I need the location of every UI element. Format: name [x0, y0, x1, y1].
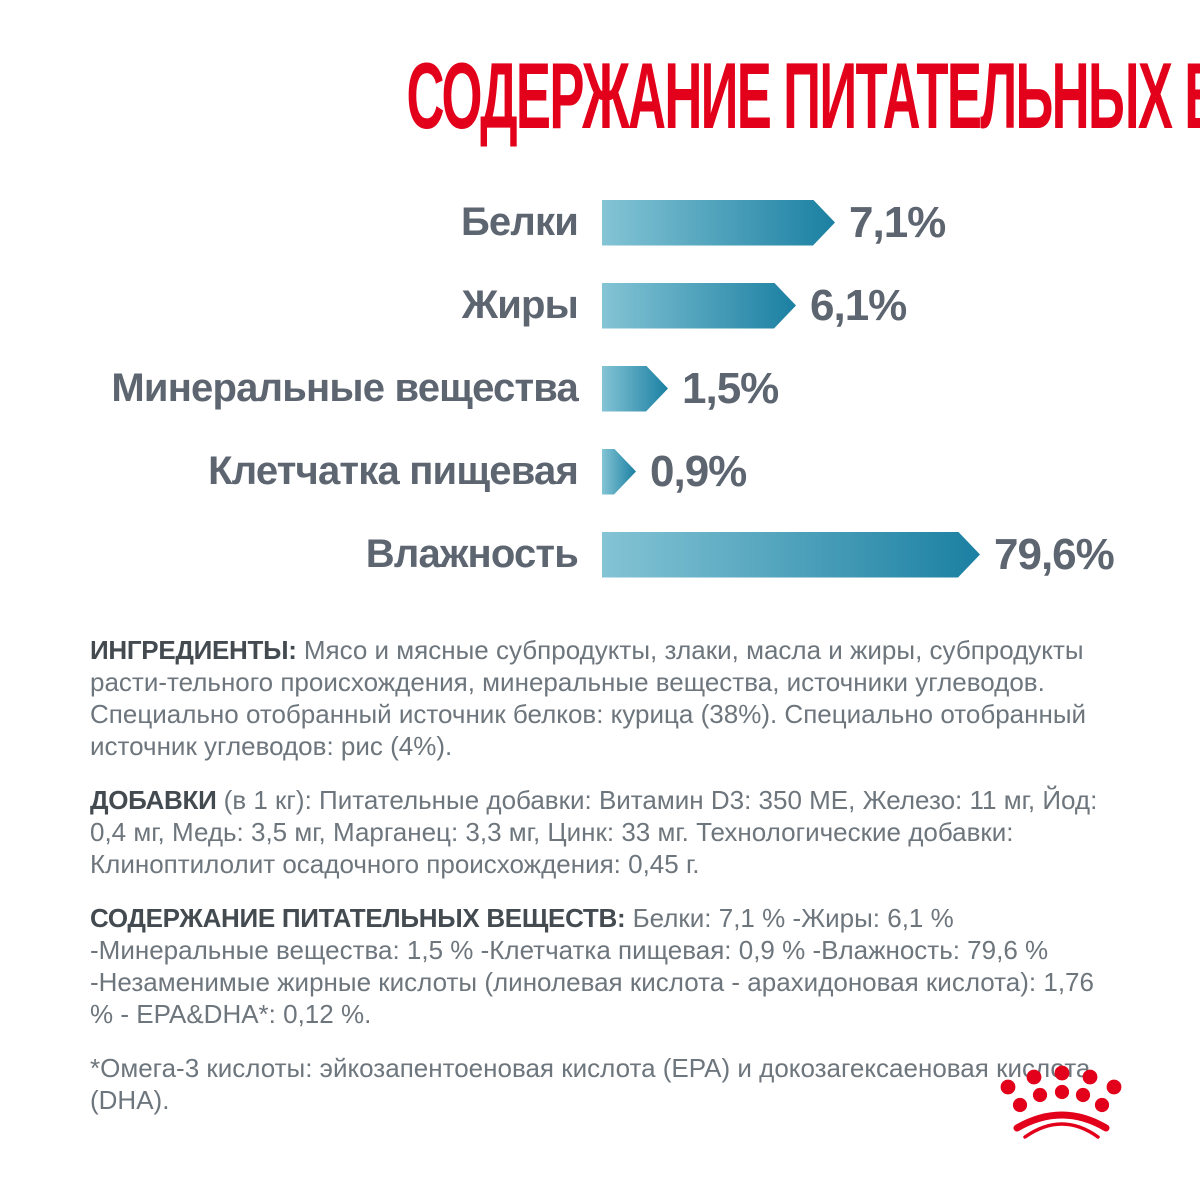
section-text: Мясо и мясные субпродукты, злаки, масла … [90, 635, 1087, 761]
section-paragraph: *Омега-3 кислоты: эйкозапентоеновая кисл… [90, 1052, 1116, 1116]
section-text: *Омега-3 кислоты: эйкозапентоеновая кисл… [90, 1053, 1091, 1115]
bar-shape [602, 531, 980, 578]
nutrition-bar-chart: Белки 7,1% Жиры 6,1% Минеральные вещества 1,5… [0, 181, 1200, 596]
bar-row: Клетчатка пищевая 0,9% [0, 430, 1200, 513]
page-title-text: СОДЕРЖАНИЕ ПИТАТЕЛЬНЫХ ВЕЩЕСТВ [406, 43, 1200, 148]
bar-row: Минеральные вещества 1,5% [0, 347, 1200, 430]
section-paragraph: СОДЕРЖАНИЕ ПИТАТЕЛЬНЫХ ВЕЩЕСТВ: Белки: 7… [90, 902, 1116, 1030]
bar-label: Клетчатка пищевая [208, 449, 579, 493]
royal-canin-crown-icon [1000, 1065, 1122, 1139]
bar-label: Влажность [365, 532, 579, 576]
bar-shape [602, 365, 668, 412]
page-title: СОДЕРЖАНИЕ ПИТАТЕЛЬНЫХ ВЕЩЕСТВ [0, 48, 1200, 144]
section-label: ИНГРЕДИЕНТЫ: [90, 635, 297, 665]
bar-value: 7,1% [849, 197, 946, 247]
bar-label: Белки [460, 200, 579, 244]
section-text: (в 1 кг): Питательные добавки: Витамин D… [90, 785, 1098, 879]
bar-row: Белки 7,1% [0, 181, 1200, 264]
bar-value: 0,9% [650, 446, 747, 496]
info-text-sections: ИНГРЕДИЕНТЫ: Мясо и мясные субпродукты, … [90, 634, 1116, 1138]
bar-shape [602, 199, 835, 246]
bar-label: Жиры [461, 283, 579, 327]
bar-label: Минеральные вещества [111, 366, 578, 410]
bar-value: 6,1% [810, 280, 907, 330]
bar-row: Влажность 79,6% [0, 513, 1200, 596]
section-text: Белки: 7,1 % -Жиры: 6,1 % -Минеральные в… [90, 903, 1094, 1029]
section-label: ДОБАВКИ [90, 785, 217, 815]
section-paragraph: ДОБАВКИ (в 1 кг): Питательные добавки: В… [90, 784, 1116, 880]
bar-shape [602, 448, 636, 495]
bar-value: 79,6% [994, 529, 1115, 579]
bar-value: 1,5% [682, 363, 779, 413]
bar-shape [602, 282, 796, 329]
section-label: СОДЕРЖАНИЕ ПИТАТЕЛЬНЫХ ВЕЩЕСТВ: [90, 903, 626, 933]
bar-row: Жиры 6,1% [0, 264, 1200, 347]
section-paragraph: ИНГРЕДИЕНТЫ: Мясо и мясные субпродукты, … [90, 634, 1116, 762]
